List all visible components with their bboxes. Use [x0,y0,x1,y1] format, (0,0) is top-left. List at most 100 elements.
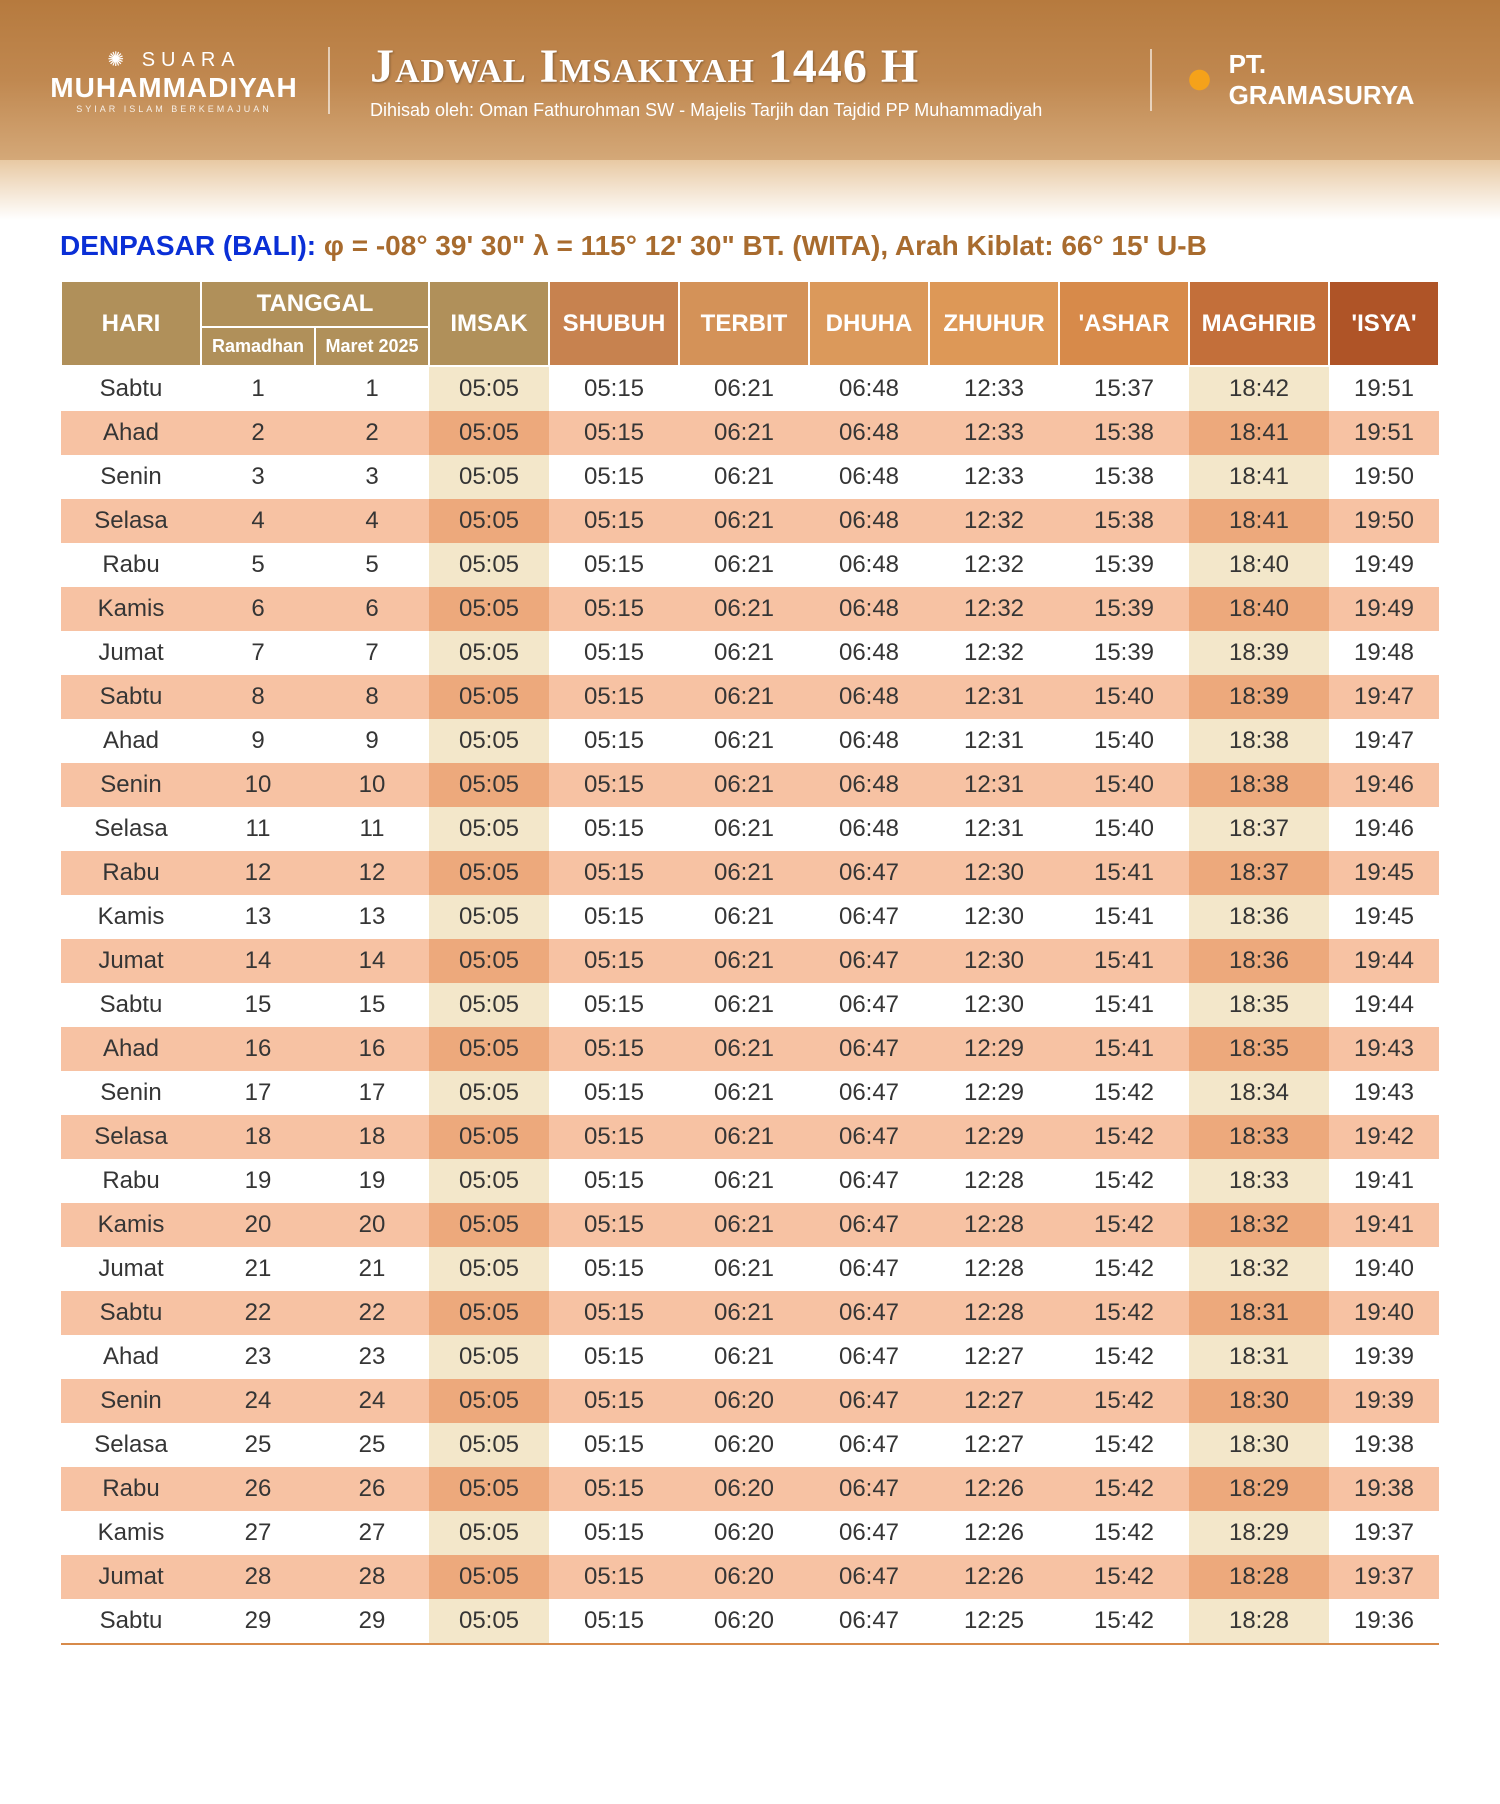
cell-maghrib: 18:34 [1189,1071,1329,1115]
cell-imsak: 05:05 [429,983,549,1027]
cell-maghrib: 18:40 [1189,543,1329,587]
cell-dhuha: 06:47 [809,1115,929,1159]
cell-isya: 19:40 [1329,1247,1439,1291]
cell-ram: 17 [201,1071,315,1115]
cell-imsak: 05:05 [429,763,549,807]
cell-shubuh: 05:15 [549,587,679,631]
cell-terbit: 06:21 [679,895,809,939]
cell-hari: Selasa [61,499,201,543]
cell-imsak: 05:05 [429,1203,549,1247]
cell-dhuha: 06:48 [809,587,929,631]
cell-terbit: 06:21 [679,1071,809,1115]
cell-dhuha: 06:47 [809,983,929,1027]
cell-shubuh: 05:15 [549,719,679,763]
cell-mar: 23 [315,1335,429,1379]
cell-shubuh: 05:15 [549,1247,679,1291]
cell-imsak: 05:05 [429,1291,549,1335]
cell-zhuhur: 12:28 [929,1247,1059,1291]
col-maghrib: MAGHRIB [1189,281,1329,366]
cell-ashar: 15:42 [1059,1511,1189,1555]
cell-maghrib: 18:38 [1189,763,1329,807]
cell-imsak: 05:05 [429,939,549,983]
cell-ram: 24 [201,1379,315,1423]
table-row: Senin101005:0505:1506:2106:4812:3115:401… [61,763,1439,807]
cell-ashar: 15:42 [1059,1379,1189,1423]
cell-dhuha: 06:47 [809,851,929,895]
cell-terbit: 06:21 [679,411,809,455]
cell-ashar: 15:40 [1059,719,1189,763]
cell-zhuhur: 12:27 [929,1423,1059,1467]
cell-isya: 19:38 [1329,1423,1439,1467]
cell-shubuh: 05:15 [549,1555,679,1599]
cell-shubuh: 05:15 [549,939,679,983]
cell-terbit: 06:21 [679,587,809,631]
cell-ram: 7 [201,631,315,675]
cell-mar: 24 [315,1379,429,1423]
cell-zhuhur: 12:33 [929,366,1059,411]
cell-ram: 9 [201,719,315,763]
table-row: Sabtu151505:0505:1506:2106:4712:3015:411… [61,983,1439,1027]
cell-maghrib: 18:35 [1189,1027,1329,1071]
cell-hari: Sabtu [61,983,201,1027]
cell-dhuha: 06:48 [809,366,929,411]
cell-hari: Kamis [61,895,201,939]
cell-terbit: 06:21 [679,807,809,851]
cell-shubuh: 05:15 [549,1511,679,1555]
col-dhuha: DHUHA [809,281,929,366]
cell-ashar: 15:39 [1059,543,1189,587]
cell-hari: Sabtu [61,366,201,411]
cell-ram: 13 [201,895,315,939]
cell-terbit: 06:21 [679,851,809,895]
cell-dhuha: 06:47 [809,1203,929,1247]
col-shubuh: SHUBUH [549,281,679,366]
cell-imsak: 05:05 [429,1379,549,1423]
cell-hari: Ahad [61,1335,201,1379]
cell-hari: Kamis [61,1203,201,1247]
cell-ashar: 15:40 [1059,763,1189,807]
cell-terbit: 06:20 [679,1467,809,1511]
cell-terbit: 06:20 [679,1379,809,1423]
cell-hari: Sabtu [61,1291,201,1335]
cell-hari: Senin [61,1379,201,1423]
cell-isya: 19:49 [1329,543,1439,587]
cell-zhuhur: 12:25 [929,1599,1059,1644]
cell-ashar: 15:37 [1059,366,1189,411]
cell-isya: 19:42 [1329,1115,1439,1159]
cell-dhuha: 06:47 [809,1599,929,1644]
cell-ashar: 15:40 [1059,807,1189,851]
cell-zhuhur: 12:28 [929,1159,1059,1203]
cell-ashar: 15:38 [1059,455,1189,499]
cell-mar: 5 [315,543,429,587]
cell-terbit: 06:20 [679,1423,809,1467]
cell-mar: 13 [315,895,429,939]
cell-zhuhur: 12:27 [929,1379,1059,1423]
cell-shubuh: 05:15 [549,1379,679,1423]
cell-isya: 19:43 [1329,1027,1439,1071]
cell-shubuh: 05:15 [549,1115,679,1159]
cell-imsak: 05:05 [429,1511,549,1555]
cell-ashar: 15:40 [1059,675,1189,719]
cell-isya: 19:44 [1329,983,1439,1027]
table-header: HARI TANGGAL IMSAK SHUBUH TERBIT DHUHA Z… [61,281,1439,366]
cell-ram: 27 [201,1511,315,1555]
cell-zhuhur: 12:26 [929,1555,1059,1599]
cell-hari: Rabu [61,1159,201,1203]
cell-maghrib: 18:36 [1189,895,1329,939]
cell-isya: 19:48 [1329,631,1439,675]
cell-zhuhur: 12:27 [929,1335,1059,1379]
cell-hari: Rabu [61,1467,201,1511]
cell-mar: 6 [315,587,429,631]
cell-dhuha: 06:47 [809,939,929,983]
cell-maghrib: 18:37 [1189,807,1329,851]
cell-shubuh: 05:15 [549,455,679,499]
cell-dhuha: 06:47 [809,1423,929,1467]
cell-zhuhur: 12:28 [929,1203,1059,1247]
cell-hari: Jumat [61,1555,201,1599]
cell-ashar: 15:42 [1059,1071,1189,1115]
cell-zhuhur: 12:31 [929,719,1059,763]
cell-maghrib: 18:42 [1189,366,1329,411]
cell-ashar: 15:41 [1059,895,1189,939]
table-row: Selasa4405:0505:1506:2106:4812:3215:3818… [61,499,1439,543]
cell-shubuh: 05:15 [549,983,679,1027]
cell-imsak: 05:05 [429,895,549,939]
